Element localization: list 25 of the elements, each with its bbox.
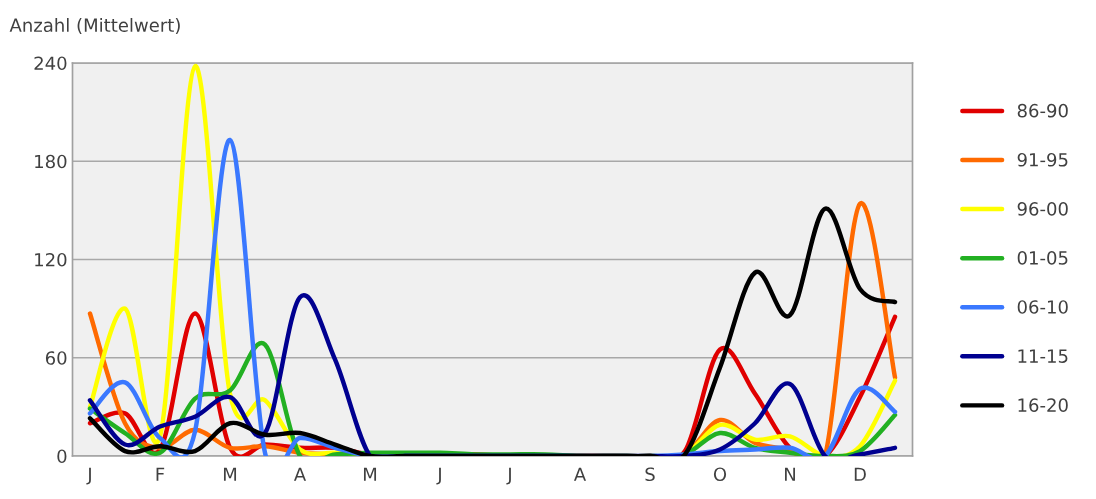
legend-label: 16-20 xyxy=(1018,398,1068,412)
legend-label: 01-05 xyxy=(1017,251,1068,265)
x-tick-label: J xyxy=(436,467,441,485)
x-tick-label: A xyxy=(293,467,307,481)
y-tick-label: 0 xyxy=(57,449,67,464)
x-tick-label: A xyxy=(573,467,587,481)
y-tick-label: 120 xyxy=(35,252,67,267)
x-tick-label: S xyxy=(645,467,655,482)
legend-label: 06-10 xyxy=(1017,300,1068,314)
y-tick-label: 240 xyxy=(34,56,67,71)
x-tick-label: N xyxy=(785,467,795,481)
x-tick-label: D xyxy=(854,467,866,481)
y-tick-label: 60 xyxy=(45,351,67,365)
x-tick-label: O xyxy=(713,467,727,482)
x-tick-label: M xyxy=(223,467,237,481)
legend-label: 86-90 xyxy=(1017,103,1068,118)
x-tick-label: J xyxy=(86,467,91,485)
y-tick-label: 180 xyxy=(35,154,67,169)
y-axis-title: Anzahl (Mittelwert) xyxy=(9,18,180,35)
x-tick-label: J xyxy=(506,467,511,485)
legend-label: 11-15 xyxy=(1018,349,1068,363)
legend-label: 91-95 xyxy=(1017,152,1068,167)
x-tick-label: F xyxy=(156,467,165,481)
legend-label: 96-00 xyxy=(1017,202,1068,216)
x-tick-label: M xyxy=(363,467,377,481)
